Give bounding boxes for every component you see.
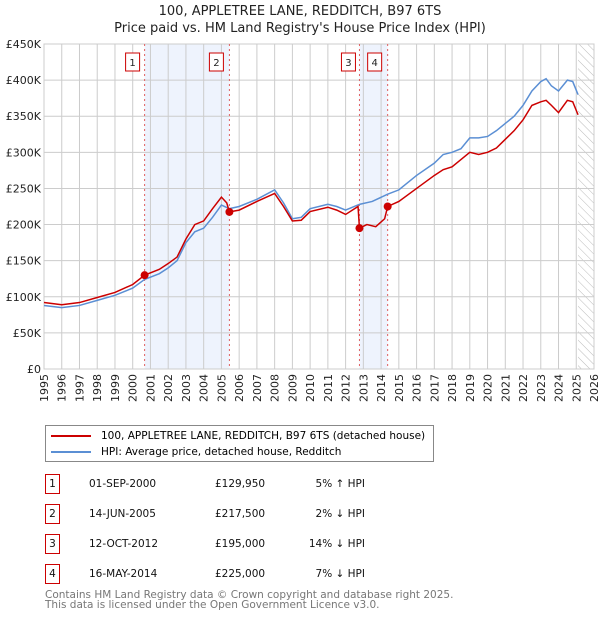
sale-label: 4 xyxy=(371,58,377,69)
x-tick-label: 2026 xyxy=(588,374,600,402)
y-tick-label: £100K xyxy=(6,291,42,304)
x-tick-label: 2002 xyxy=(162,374,175,402)
x-tick-label: 2010 xyxy=(304,374,317,402)
y-tick-label: £150K xyxy=(6,255,42,268)
x-tick-label: 2001 xyxy=(144,374,157,402)
x-tick-label: 2013 xyxy=(357,374,370,402)
y-tick-label: £350K xyxy=(6,110,42,123)
y-tick-label: £0 xyxy=(27,363,41,376)
chart-subtitle: Price paid vs. HM Land Registry's House … xyxy=(114,21,486,36)
x-tick-label: 1996 xyxy=(56,374,69,402)
x-tick-label: 2023 xyxy=(535,374,548,402)
x-tick-label: 2022 xyxy=(517,374,530,402)
sale-hpi-diff: 7% ↓ HPI xyxy=(315,568,365,580)
sale-price: £217,500 xyxy=(215,508,266,520)
sale-price: £225,000 xyxy=(215,568,266,580)
legend: 100, APPLETREE LANE, REDDITCH, B97 6TS (… xyxy=(45,425,434,462)
chart-title: 100, APPLETREE LANE, REDDITCH, B97 6TS xyxy=(158,4,442,19)
legend-label: 100, APPLETREE LANE, REDDITCH, B97 6TS (… xyxy=(101,430,426,442)
x-tick-label: 2017 xyxy=(428,374,441,402)
property-price-line xyxy=(43,99,579,306)
shaded-period xyxy=(144,44,230,369)
sale-date: 16-MAY-2014 xyxy=(89,568,158,580)
hpi-line xyxy=(43,77,579,309)
sale-number-badge: 4 xyxy=(45,564,60,584)
y-tick-label: £450K xyxy=(6,38,42,51)
x-tick-label: 2024 xyxy=(553,374,566,402)
sale-point xyxy=(225,207,234,216)
x-tick-label: 2011 xyxy=(322,374,335,402)
y-tick-label: £50K xyxy=(13,327,42,340)
x-tick-label: 2020 xyxy=(482,374,495,402)
plot-border xyxy=(43,43,595,370)
x-tick-label: 2007 xyxy=(251,374,264,402)
sale-point xyxy=(383,202,392,211)
sale-label: 2 xyxy=(213,58,219,69)
x-tick-label: 2014 xyxy=(375,374,388,402)
sale-hpi-diff: 14% ↓ HPI xyxy=(308,538,365,550)
sale-point xyxy=(355,224,364,233)
sale-label: 3 xyxy=(345,58,351,69)
x-tick-label: 2019 xyxy=(464,374,477,402)
x-tick-label: 2021 xyxy=(499,374,512,402)
legend-swatch-blue xyxy=(51,451,91,453)
x-tick-label: 1998 xyxy=(91,374,104,402)
x-tick-label: 2009 xyxy=(286,374,299,402)
sale-number-badge: 2 xyxy=(45,504,60,524)
sale-number-badge: 1 xyxy=(45,474,60,494)
sale-label-box xyxy=(208,52,224,72)
x-tick-label: 2006 xyxy=(233,374,246,402)
legend-label: HPI: Average price, detached house, Redd… xyxy=(101,446,342,458)
x-tick-label: 2008 xyxy=(269,374,282,402)
x-tick-label: 2000 xyxy=(127,374,140,402)
x-tick-label: 2015 xyxy=(393,374,406,402)
sale-label-box xyxy=(125,52,141,72)
sale-date: 14-JUN-2005 xyxy=(89,508,156,520)
x-tick-label: 2016 xyxy=(411,374,424,402)
x-tick-label: 2018 xyxy=(446,374,459,402)
y-tick-label: £200K xyxy=(6,219,42,232)
y-tick-label: £300K xyxy=(6,146,42,159)
sale-label: 1 xyxy=(129,58,135,69)
x-tick-label: 1997 xyxy=(73,374,86,402)
x-tick-label: 2005 xyxy=(215,374,228,402)
x-tick-label: 2003 xyxy=(180,374,193,402)
x-tick-label: 2025 xyxy=(570,374,583,402)
y-tick-label: £400K xyxy=(6,74,42,87)
plot-area: 1995 1996 1997 1998 1999 2000 2001 2002 2003 2004… xyxy=(6,38,600,402)
sale-date: 12-OCT-2012 xyxy=(89,538,158,550)
x-tick-label: 2004 xyxy=(198,374,211,402)
sale-hpi-diff: 5% ↑ HPI xyxy=(315,478,365,490)
sale-price: £129,950 xyxy=(215,478,266,490)
forecast-hatch xyxy=(578,44,594,369)
sale-point xyxy=(140,271,149,280)
x-tick-label: 2012 xyxy=(340,374,353,402)
legend-swatch-red xyxy=(51,435,91,437)
shaded-period xyxy=(359,44,388,369)
sale-number-badge: 3 xyxy=(45,534,60,554)
x-tick-label: 1995 xyxy=(38,374,51,402)
x-tick-label: 1999 xyxy=(109,374,122,402)
y-tick-label: £250K xyxy=(6,182,42,195)
footer-licence: This data is licensed under the Open Gov… xyxy=(45,599,380,611)
sale-label-box xyxy=(340,52,356,72)
legend-item-property: 100, APPLETREE LANE, REDDITCH, B97 6TS (… xyxy=(46,428,425,444)
footer-copyright: Contains HM Land Registry data © Crown c… xyxy=(45,589,454,601)
sale-hpi-diff: 2% ↓ HPI xyxy=(315,508,365,520)
legend-item-hpi: HPI: Average price, detached house, Redd… xyxy=(46,444,341,460)
sale-date: 01-SEP-2000 xyxy=(89,478,157,490)
sale-label-box xyxy=(367,52,383,72)
sale-price: £195,000 xyxy=(215,538,266,550)
